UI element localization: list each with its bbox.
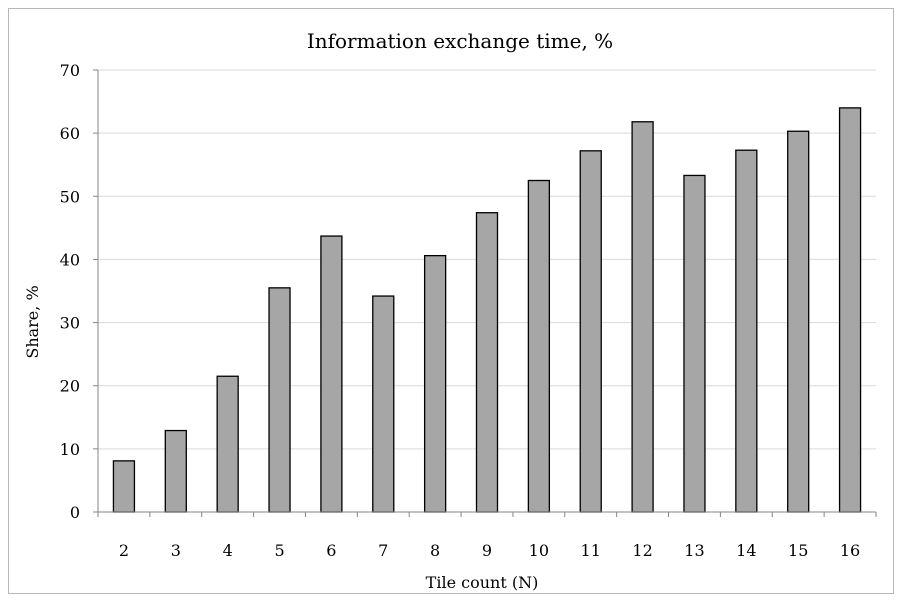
y-tick-label: 60: [60, 124, 80, 143]
x-tick-label: 9: [482, 541, 492, 560]
x-tick-label: 3: [171, 541, 181, 560]
bar-4: [216, 375, 239, 513]
x-tick-label: 13: [684, 541, 704, 560]
x-tick-label: 10: [529, 541, 549, 560]
y-tick-label: 30: [60, 314, 80, 333]
bar-5: [268, 287, 291, 513]
bar-14: [735, 149, 758, 513]
bar-12: [631, 121, 654, 513]
x-axis-ticks: 2 3 4 5 6 7 8 9 10 11 12 13 14 15 16: [97, 512, 877, 560]
bar-3: [164, 429, 187, 513]
x-tick-label: 6: [326, 541, 336, 560]
y-tick-label: 50: [60, 187, 80, 206]
bar-7: [372, 295, 395, 513]
bar-8: [423, 254, 447, 513]
y-tick-label: 40: [60, 250, 80, 269]
bar-6: [320, 235, 343, 513]
bar-13: [683, 174, 706, 513]
x-tick-label: 16: [840, 541, 860, 560]
x-tick-label: 15: [788, 541, 808, 560]
x-tick-label: 7: [378, 541, 388, 560]
y-axis-ticks: 0 10 20 30 40 50 60 70: [60, 61, 98, 522]
x-tick-label: 14: [736, 541, 756, 560]
x-tick-label: 8: [430, 541, 440, 560]
bar-2: [112, 460, 136, 513]
x-tick-label: 12: [632, 541, 652, 560]
x-tick-label: 4: [223, 541, 233, 560]
y-tick-label: 20: [60, 377, 80, 396]
bars: [112, 107, 862, 513]
x-axis-label: Tile count (N): [426, 573, 539, 592]
x-tick-label: 5: [274, 541, 284, 560]
x-tick-label: 2: [119, 541, 129, 560]
bar-10: [527, 179, 551, 513]
chart-title: Information exchange time, %: [307, 29, 613, 53]
bar-9: [475, 212, 499, 513]
bar-11: [579, 150, 602, 513]
bar-15: [787, 130, 810, 513]
y-tick-label: 70: [60, 61, 80, 80]
y-tick-label: 0: [70, 503, 80, 522]
y-tick-label: 10: [60, 440, 80, 459]
x-tick-label: 11: [581, 541, 601, 560]
bar-16: [838, 107, 862, 513]
y-axis-label: Share, %: [23, 285, 42, 358]
